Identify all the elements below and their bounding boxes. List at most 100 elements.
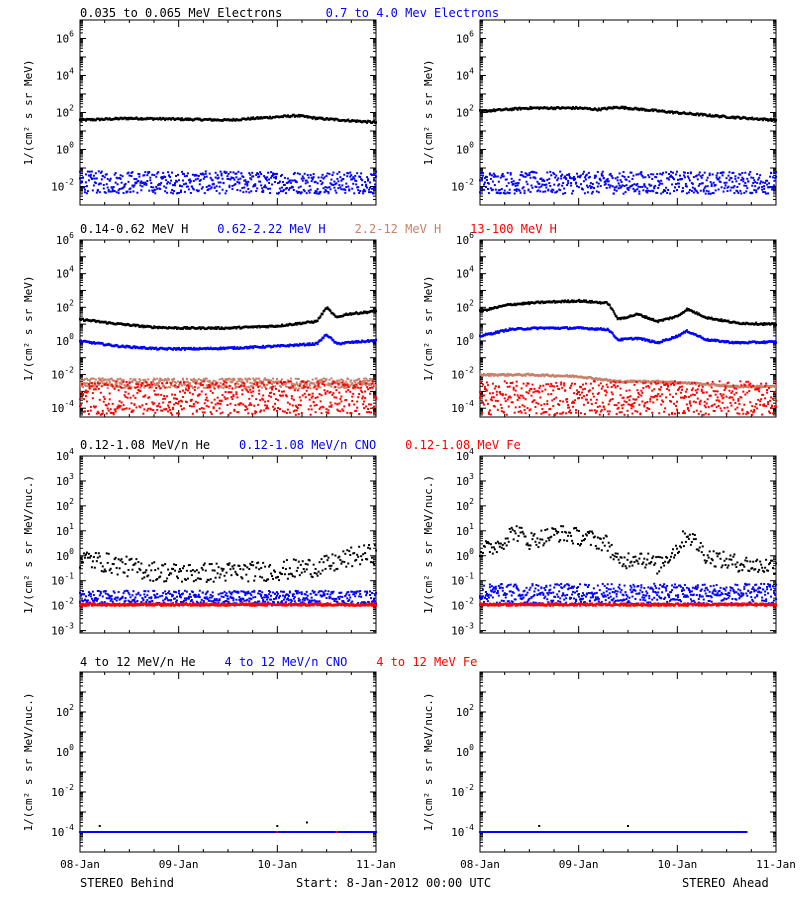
data-point	[247, 187, 250, 190]
data-point	[80, 181, 83, 184]
data-point	[695, 190, 698, 193]
data-point	[310, 180, 313, 183]
data-point	[217, 387, 220, 390]
data-point	[84, 384, 87, 387]
data-point	[527, 392, 530, 395]
data-point	[775, 118, 777, 122]
data-point	[154, 188, 157, 191]
data-point	[679, 396, 682, 399]
data-point	[343, 386, 346, 389]
data-point	[745, 184, 748, 187]
data-point	[365, 185, 368, 188]
data-point	[364, 396, 367, 399]
data-point	[285, 412, 288, 415]
data-point	[301, 179, 304, 182]
data-point	[101, 175, 104, 178]
data-point	[89, 405, 92, 408]
data-point	[277, 191, 280, 194]
data-point	[736, 185, 739, 188]
data-point	[317, 382, 320, 385]
data-point	[202, 386, 205, 389]
data-point	[667, 385, 670, 388]
data-point	[175, 381, 178, 384]
data-point	[253, 404, 256, 407]
data-point	[620, 185, 623, 188]
data-point	[167, 171, 170, 174]
data-point	[286, 408, 289, 411]
data-point	[374, 187, 377, 190]
data-point	[240, 383, 243, 386]
data-point	[623, 400, 626, 403]
data-point	[228, 391, 231, 394]
data-point	[529, 408, 532, 411]
data-point	[518, 405, 521, 408]
data-point	[627, 188, 630, 191]
data-point	[334, 189, 337, 192]
data-point	[490, 396, 493, 399]
data-point	[195, 409, 198, 412]
data-point	[258, 389, 261, 392]
data-point	[677, 412, 680, 415]
data-point	[364, 390, 367, 393]
data-point	[140, 180, 143, 183]
data-point	[297, 387, 300, 390]
data-point	[559, 399, 562, 402]
data-point	[571, 382, 574, 385]
data-point	[602, 177, 605, 180]
data-point	[264, 404, 267, 407]
data-point	[504, 393, 507, 396]
data-point	[619, 394, 622, 397]
data-point	[254, 381, 257, 384]
data-point	[280, 186, 283, 189]
data-point	[361, 183, 364, 186]
data-point	[120, 386, 123, 389]
data-point	[651, 177, 654, 180]
data-point	[256, 187, 259, 190]
data-point	[190, 378, 193, 381]
data-point	[707, 192, 710, 195]
data-point	[759, 182, 762, 185]
data-point	[220, 174, 223, 177]
data-point	[247, 390, 250, 393]
data-point	[594, 402, 597, 405]
data-point	[179, 405, 182, 408]
data-point	[531, 186, 534, 189]
data-point	[272, 377, 275, 380]
data-point	[119, 377, 122, 380]
data-point	[640, 389, 643, 392]
data-point	[157, 383, 160, 386]
data-point	[98, 191, 101, 194]
data-point	[513, 188, 516, 191]
data-point	[518, 189, 521, 192]
data-point	[734, 175, 737, 178]
data-point	[627, 403, 630, 406]
data-point	[522, 302, 525, 306]
panel-frame	[79, 19, 377, 206]
data-point	[109, 177, 112, 180]
data-point	[94, 378, 97, 381]
data-point	[584, 299, 587, 302]
data-point	[583, 192, 586, 195]
data-point	[656, 395, 659, 398]
data-point	[499, 403, 502, 406]
data-point	[223, 384, 226, 387]
data-point	[244, 387, 247, 390]
data-point	[189, 180, 192, 183]
data-point	[116, 177, 119, 180]
data-point	[529, 105, 532, 109]
data-point	[351, 178, 354, 181]
data-point	[481, 401, 484, 404]
data-point	[198, 183, 201, 186]
data-point	[169, 182, 172, 185]
data-point	[153, 402, 156, 405]
data-point	[633, 183, 636, 186]
data-point	[279, 379, 282, 382]
data-point	[147, 172, 150, 175]
data-point	[692, 400, 695, 403]
data-point	[116, 405, 119, 408]
data-point	[574, 178, 577, 181]
data-point	[140, 189, 143, 192]
data-point	[313, 343, 316, 346]
data-point	[650, 382, 653, 385]
